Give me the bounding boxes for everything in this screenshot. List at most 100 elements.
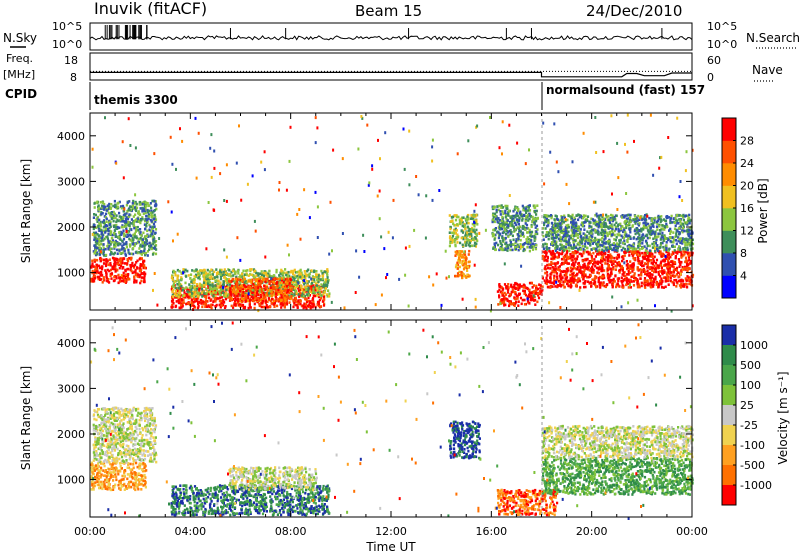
- range-gate-cell: [307, 273, 310, 277]
- range-gate-cell: [536, 287, 539, 291]
- range-gate-cell: [607, 278, 610, 282]
- range-gate-cell: [453, 232, 456, 235]
- range-gate-cell: [172, 295, 175, 298]
- range-gate-cell: [651, 252, 654, 256]
- range-gate-cell: [190, 288, 193, 292]
- range-gate-cell: [222, 299, 225, 302]
- range-gate-cell: [557, 266, 560, 269]
- range-gate-cell: [318, 278, 321, 282]
- range-gate-cell: [94, 244, 97, 247]
- range-gate-cell: [570, 279, 573, 282]
- range-gate-cell: [516, 220, 519, 224]
- range-gate-cell: [324, 287, 327, 290]
- range-gate-cell: [622, 271, 625, 275]
- range-gate-cell: [528, 249, 531, 253]
- range-gate-cell: [186, 269, 189, 273]
- range-gate-cell: [456, 235, 460, 239]
- range-gate-cell: [491, 218, 494, 221]
- range-gate-cell: [297, 277, 300, 280]
- range-gate-cell: [248, 305, 252, 309]
- range-gate-cell: [125, 277, 128, 281]
- range-gate-cell: [515, 214, 518, 217]
- range-gate-cell: [154, 228, 158, 231]
- range-gate-cell: [620, 276, 623, 279]
- range-gate-cell: [133, 281, 136, 284]
- range-gate-cell: [509, 239, 512, 242]
- range-gate-cell: [494, 215, 497, 218]
- range-gate-cell: [211, 288, 214, 291]
- range-gate-cell: [255, 279, 259, 283]
- range-gate-cell: [587, 275, 590, 279]
- range-gate-cell: [653, 270, 656, 274]
- range-gate-cell: [99, 274, 102, 277]
- range-gate-cell: [138, 251, 141, 254]
- range-gate-cell: [188, 286, 191, 289]
- range-gate-cell: [671, 280, 674, 284]
- range-gate-cell: [102, 221, 106, 224]
- range-gate-cell: [536, 300, 539, 304]
- nsearch-tick-bottom: 10^0: [707, 38, 737, 51]
- range-gate-cell: [303, 282, 306, 286]
- range-gate-cell: [526, 245, 529, 249]
- range-gate-cell: [124, 268, 127, 272]
- range-gate-cell: [225, 288, 228, 292]
- range-gate-cell: [526, 299, 530, 303]
- range-gate-cell: [598, 283, 602, 287]
- range-gate-cell: [588, 251, 591, 254]
- range-gate-cell: [509, 222, 512, 225]
- range-gate-cell: [463, 256, 466, 259]
- range-gate-cell: [147, 209, 150, 213]
- range-gate-cell: [665, 250, 668, 254]
- range-gate-cell: [277, 298, 280, 302]
- range-gate-cell: [141, 209, 144, 212]
- range-gate-cell: [144, 253, 147, 257]
- range-gate-cell: [140, 276, 143, 279]
- range-gate-cell: [146, 220, 149, 223]
- range-gate-cell: [317, 295, 320, 299]
- range-gate-cell: [527, 206, 530, 209]
- range-gate-cell: [630, 280, 633, 283]
- range-gate-cell: [214, 286, 217, 290]
- range-gate-cell: [250, 286, 253, 290]
- range-gate-cell: [664, 276, 667, 280]
- range-gate-cell: [209, 304, 212, 307]
- range-gate-cell: [174, 290, 178, 293]
- range-gate-cell: [326, 270, 329, 273]
- range-gate-cell: [128, 243, 131, 246]
- range-gate-cell: [512, 225, 516, 229]
- range-gate-cell: [684, 250, 687, 254]
- range-gate-cell: [505, 223, 508, 226]
- range-gate-cell: [632, 284, 636, 287]
- range-gate-cell: [637, 273, 640, 277]
- range-gate-cell: [324, 280, 328, 283]
- range-gate-cell: [226, 272, 229, 275]
- range-gate-cell: [98, 249, 101, 252]
- range-gate-cell: [132, 221, 135, 225]
- range-gate-cell: [304, 305, 307, 309]
- range-gate-cell: [102, 243, 105, 246]
- range-gate-cell: [130, 256, 133, 260]
- range-gate-cell: [107, 229, 110, 233]
- range-gate-cell: [236, 301, 240, 305]
- range-gate-cell: [667, 250, 670, 254]
- range-gate-cell: [270, 294, 273, 298]
- range-gate-cell: [660, 277, 663, 280]
- range-gate-cell: [130, 234, 133, 238]
- range-gate-cell: [208, 284, 211, 287]
- range-gate-cell: [560, 252, 563, 256]
- range-gate-cell: [303, 294, 306, 298]
- range-gate-cell: [204, 302, 208, 306]
- range-gate-cell: [601, 266, 604, 270]
- range-gate-cell: [107, 221, 110, 225]
- range-gate-cell: [667, 262, 670, 266]
- range-gate-cell: [208, 280, 211, 284]
- range-gate-cell: [561, 276, 564, 280]
- range-gate-cell: [496, 220, 499, 224]
- range-gate-cell: [123, 234, 126, 238]
- range-gate-cell: [136, 241, 139, 245]
- range-gate-cell: [104, 205, 107, 209]
- range-gate-cell: [295, 291, 298, 295]
- range-gate-cell: [499, 246, 502, 250]
- range-gate-cell: [461, 262, 464, 265]
- range-gate-cell: [271, 297, 274, 301]
